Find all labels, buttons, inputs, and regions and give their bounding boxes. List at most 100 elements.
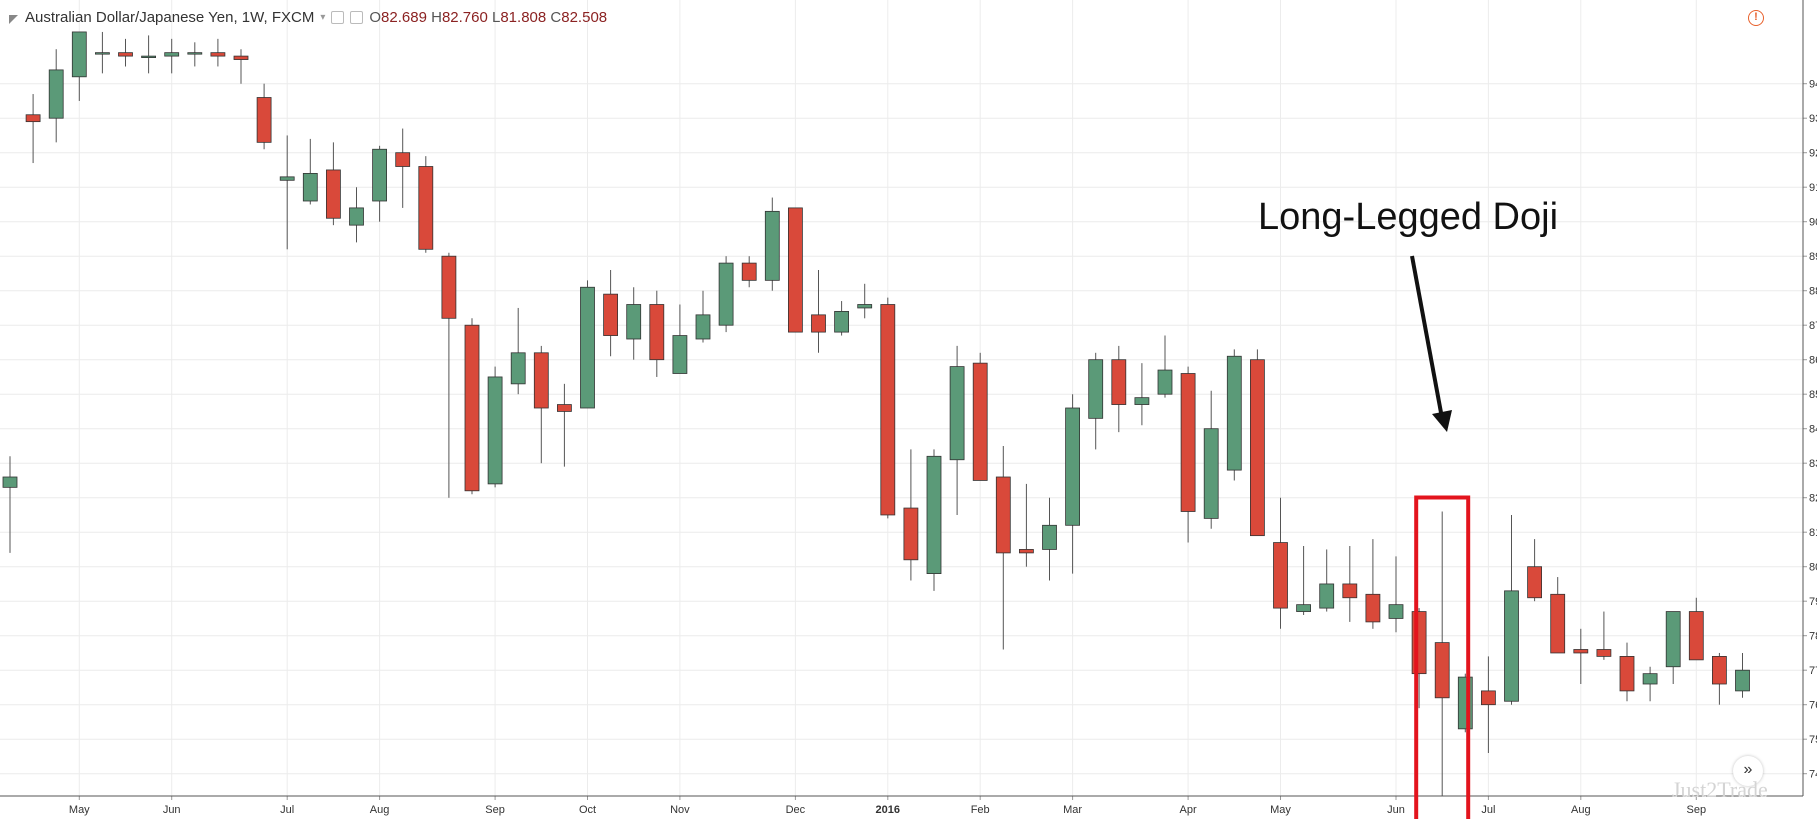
settings-icon[interactable]	[350, 10, 364, 24]
candle-body[interactable]	[1273, 542, 1288, 609]
candle-body[interactable]	[1157, 369, 1173, 395]
candle-body[interactable]	[418, 166, 434, 250]
candle-body[interactable]	[1342, 583, 1358, 599]
candle-body[interactable]	[764, 210, 780, 281]
candle-body[interactable]	[1388, 604, 1404, 619]
candle-body[interactable]	[1504, 590, 1519, 702]
annotation-arrow	[1410, 255, 1444, 419]
candle-body[interactable]	[118, 52, 133, 57]
candle-body[interactable]	[1735, 669, 1750, 692]
candle-body[interactable]	[1134, 397, 1150, 405]
x-tick-label: Sep	[1687, 804, 1707, 816]
candle-body[interactable]	[1365, 593, 1381, 623]
candle-body[interactable]	[1111, 359, 1127, 405]
candle-body[interactable]	[1065, 407, 1080, 526]
candle-body[interactable]	[141, 55, 157, 58]
annotation-arrowhead	[1432, 410, 1452, 432]
candle-body[interactable]	[441, 255, 457, 319]
candle-body[interactable]	[695, 314, 711, 340]
x-tick-label: Jul	[280, 804, 294, 816]
candle-body[interactable]	[279, 176, 295, 181]
candle-body[interactable]	[464, 324, 480, 492]
candle-body[interactable]	[210, 52, 226, 57]
candle-body[interactable]	[1527, 566, 1542, 599]
x-tick-label: May	[69, 804, 90, 816]
candle-body[interactable]	[164, 52, 180, 57]
candle-body[interactable]	[325, 169, 341, 219]
candle-body[interactable]	[603, 293, 618, 336]
double-chevron-right-icon[interactable]: »	[1733, 756, 1763, 786]
candle-body[interactable]	[903, 507, 919, 561]
candle-body[interactable]	[1712, 656, 1727, 685]
candle-body[interactable]	[1550, 593, 1566, 654]
candle-body[interactable]	[741, 262, 757, 281]
candle-body[interactable]	[949, 366, 965, 461]
candle-body[interactable]	[1481, 690, 1496, 706]
y-tick-label: 80.000	[1809, 562, 1817, 574]
x-tick-label: Dec	[786, 804, 806, 816]
y-tick-label: 84.000	[1809, 424, 1817, 436]
candle-body[interactable]	[1573, 649, 1589, 654]
candle-body[interactable]	[649, 304, 665, 361]
candle-body[interactable]	[1434, 642, 1450, 699]
candle-body[interactable]	[972, 362, 988, 481]
candle-body[interactable]	[487, 376, 503, 485]
y-tick-label: 87.000	[1809, 320, 1817, 332]
candle-body[interactable]	[672, 335, 688, 374]
candle-body[interactable]	[626, 304, 642, 340]
x-tick-label: Jul	[1481, 804, 1495, 816]
candle-body[interactable]	[1042, 524, 1057, 550]
candle-body[interactable]	[1457, 676, 1473, 730]
candle-body[interactable]	[1596, 649, 1612, 657]
candle-body[interactable]	[880, 304, 896, 516]
x-tick-label: Nov	[670, 804, 690, 816]
candle-body[interactable]	[25, 114, 41, 123]
candle-body[interactable]	[71, 31, 87, 78]
chevron-down-icon[interactable]: ▾	[320, 11, 326, 23]
candle-body[interactable]	[788, 207, 803, 333]
candle-body[interactable]	[1019, 549, 1034, 554]
candle-body[interactable]	[857, 304, 873, 309]
eye-icon[interactable]	[331, 10, 345, 24]
candle-body[interactable]	[557, 404, 572, 412]
candle-body[interactable]	[1250, 359, 1265, 537]
y-tick-label: 76.000	[1809, 700, 1817, 712]
alert-circle-icon[interactable]: !	[1748, 10, 1764, 26]
candle-body[interactable]	[95, 52, 110, 55]
candle-body[interactable]	[1180, 373, 1196, 512]
candle-body[interactable]	[48, 69, 64, 119]
candle-body[interactable]	[1642, 673, 1658, 685]
highlight-box	[1414, 495, 1471, 819]
candle-body[interactable]	[1619, 656, 1635, 692]
candle-body[interactable]	[233, 55, 249, 60]
candle-body[interactable]	[718, 262, 734, 326]
candle-body[interactable]	[2, 476, 18, 488]
chart-symbol-icon	[8, 12, 19, 24]
candle-body[interactable]	[926, 455, 942, 574]
y-tick-label: 78.000	[1809, 631, 1817, 643]
candle-body[interactable]	[834, 310, 849, 333]
candle-body[interactable]	[580, 286, 595, 409]
candle-body[interactable]	[302, 172, 318, 202]
candle-body[interactable]	[510, 352, 526, 385]
x-tick-label: 2016	[876, 804, 900, 816]
candle-body[interactable]	[395, 152, 411, 167]
candle-body[interactable]	[1203, 428, 1219, 519]
y-tick-label: 93.000	[1809, 113, 1817, 125]
candle-body[interactable]	[256, 97, 272, 143]
y-tick-label: 94.000	[1809, 79, 1817, 91]
candle-body[interactable]	[349, 207, 364, 226]
candle-body[interactable]	[1088, 359, 1104, 419]
candle-body[interactable]	[1688, 611, 1704, 661]
candle-body[interactable]	[372, 148, 388, 202]
candle-body[interactable]	[533, 352, 549, 409]
candle-body[interactable]	[1665, 611, 1681, 668]
candle-body[interactable]	[1226, 355, 1242, 471]
candle-body[interactable]	[187, 52, 203, 55]
candle-body[interactable]	[1319, 583, 1335, 609]
candle-body[interactable]	[811, 314, 826, 333]
candle-body[interactable]	[995, 476, 1011, 554]
candle-body[interactable]	[1296, 604, 1311, 612]
